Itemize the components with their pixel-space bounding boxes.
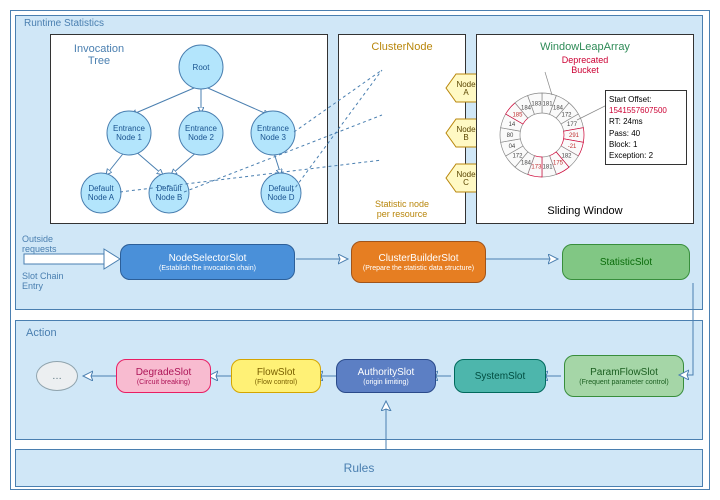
outer-frame: Runtime Statistics Invocation Tree bbox=[10, 10, 710, 490]
cross-arrows bbox=[11, 11, 711, 491]
rules-section: Rules bbox=[15, 449, 703, 487]
diagram-root: Runtime Statistics Invocation Tree bbox=[0, 0, 720, 500]
rules-label: Rules bbox=[16, 450, 702, 486]
